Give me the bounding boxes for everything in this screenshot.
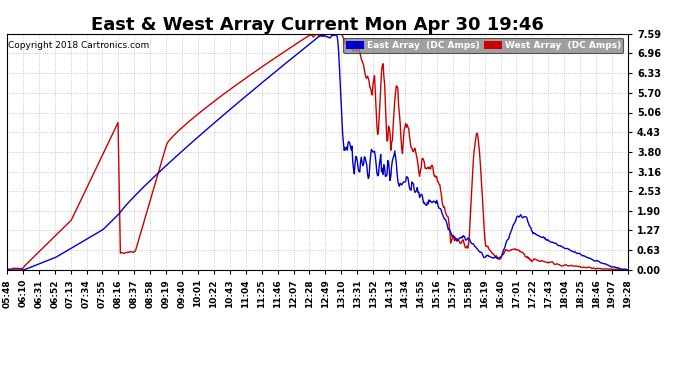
Title: East & West Array Current Mon Apr 30 19:46: East & West Array Current Mon Apr 30 19:… (91, 16, 544, 34)
Legend: East Array  (DC Amps), West Array  (DC Amps): East Array (DC Amps), West Array (DC Amp… (343, 38, 623, 53)
Text: Copyright 2018 Cartronics.com: Copyright 2018 Cartronics.com (8, 41, 149, 50)
